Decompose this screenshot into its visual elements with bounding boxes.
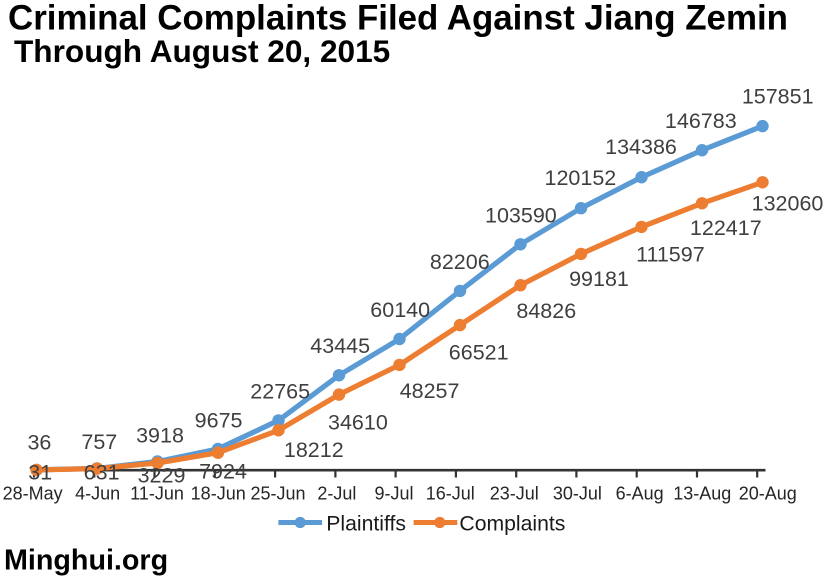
svg-text:20-Aug: 20-Aug [739,484,797,504]
svg-text:103590: 103590 [485,204,557,228]
svg-text:48257: 48257 [400,379,460,403]
svg-text:30-Jul: 30-Jul [553,484,602,504]
svg-text:31: 31 [28,461,52,485]
svg-text:146783: 146783 [665,109,737,133]
svg-text:82206: 82206 [430,250,490,274]
svg-text:134386: 134386 [605,135,677,159]
svg-text:36: 36 [27,430,51,454]
svg-text:9-Jul: 9-Jul [374,484,413,504]
svg-text:28-May: 28-May [3,484,63,504]
svg-text:84826: 84826 [516,299,576,323]
svg-text:Minghui.org: Minghui.org [4,545,168,577]
svg-text:18212: 18212 [284,438,344,462]
svg-text:66521: 66521 [449,340,509,364]
svg-text:3918: 3918 [136,424,184,448]
svg-text:122417: 122417 [690,216,762,240]
svg-text:60140: 60140 [370,298,430,322]
svg-text:757: 757 [81,430,117,454]
svg-text:25-Jun: 25-Jun [250,484,305,504]
svg-text:11-Jun: 11-Jun [130,484,184,504]
svg-text:157851: 157851 [742,84,814,108]
svg-text:3229: 3229 [138,464,186,488]
svg-text:Criminal Complaints Filed Agai: Criminal Complaints Filed Against Jiang … [8,0,788,38]
svg-text:23-Jul: 23-Jul [490,484,539,504]
svg-text:43445: 43445 [310,334,370,358]
svg-text:6-Aug: 6-Aug [616,484,664,504]
svg-text:Complaints: Complaints [459,513,565,536]
svg-text:Plaintiffs: Plaintiffs [326,513,406,536]
svg-text:120152: 120152 [545,166,617,190]
svg-text:132060: 132060 [752,192,824,216]
svg-text:Through August 20, 2015: Through August 20, 2015 [14,33,390,69]
svg-text:111597: 111597 [636,242,705,266]
svg-text:13-Aug: 13-Aug [673,484,731,504]
svg-text:22765: 22765 [250,380,310,404]
svg-text:18-Jun: 18-Jun [191,484,246,504]
svg-text:99181: 99181 [569,267,629,291]
svg-text:16-Jul: 16-Jul [426,484,475,504]
svg-text:2-Jul: 2-Jul [317,484,356,504]
svg-text:4-Jun: 4-Jun [75,484,120,504]
svg-text:7924: 7924 [199,460,247,484]
svg-text:631: 631 [84,461,120,485]
svg-text:34610: 34610 [328,411,388,435]
svg-text:9675: 9675 [195,409,243,433]
